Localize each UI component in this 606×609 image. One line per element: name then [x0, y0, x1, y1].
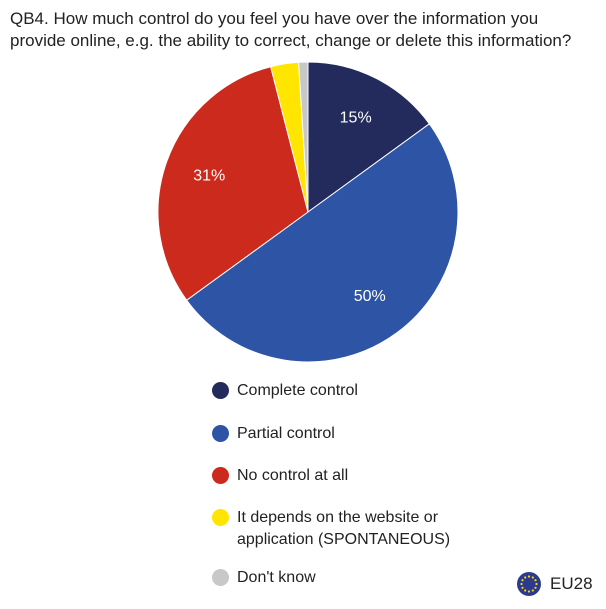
legend-label: It depends on the website or application… — [237, 509, 451, 548]
legend-label: Don't know — [237, 569, 316, 586]
slice-label: 15% — [340, 110, 372, 127]
slice-label: 31% — [193, 168, 225, 185]
pie-slice — [298, 61, 309, 213]
chart-title: QB4. How much control do you feel you ha… — [10, 9, 572, 50]
legend-item: Partial control — [212, 423, 512, 445]
legend-item: Don't know — [212, 567, 512, 589]
legend-swatch — [212, 509, 229, 526]
region-label: EU28 — [550, 574, 593, 593]
legend-swatch — [212, 425, 229, 442]
legend-item: No control at all — [212, 465, 512, 487]
legend-swatch — [212, 467, 229, 484]
legend-label: Complete control — [237, 382, 358, 399]
legend-label: No control at all — [237, 467, 349, 484]
pie-slice — [185, 123, 459, 363]
pie-slice — [307, 61, 431, 213]
pie-slice — [157, 66, 309, 301]
slice-label: 50% — [354, 288, 386, 305]
legend-swatch — [212, 382, 229, 399]
legend-label: Partial control — [237, 425, 335, 442]
legend-item: It depends on the website or application… — [212, 507, 512, 551]
legend-item: Complete control — [212, 380, 512, 402]
region-badge: EU28 — [516, 571, 593, 597]
eu-flag — [517, 572, 541, 596]
legend-swatch — [212, 569, 229, 586]
